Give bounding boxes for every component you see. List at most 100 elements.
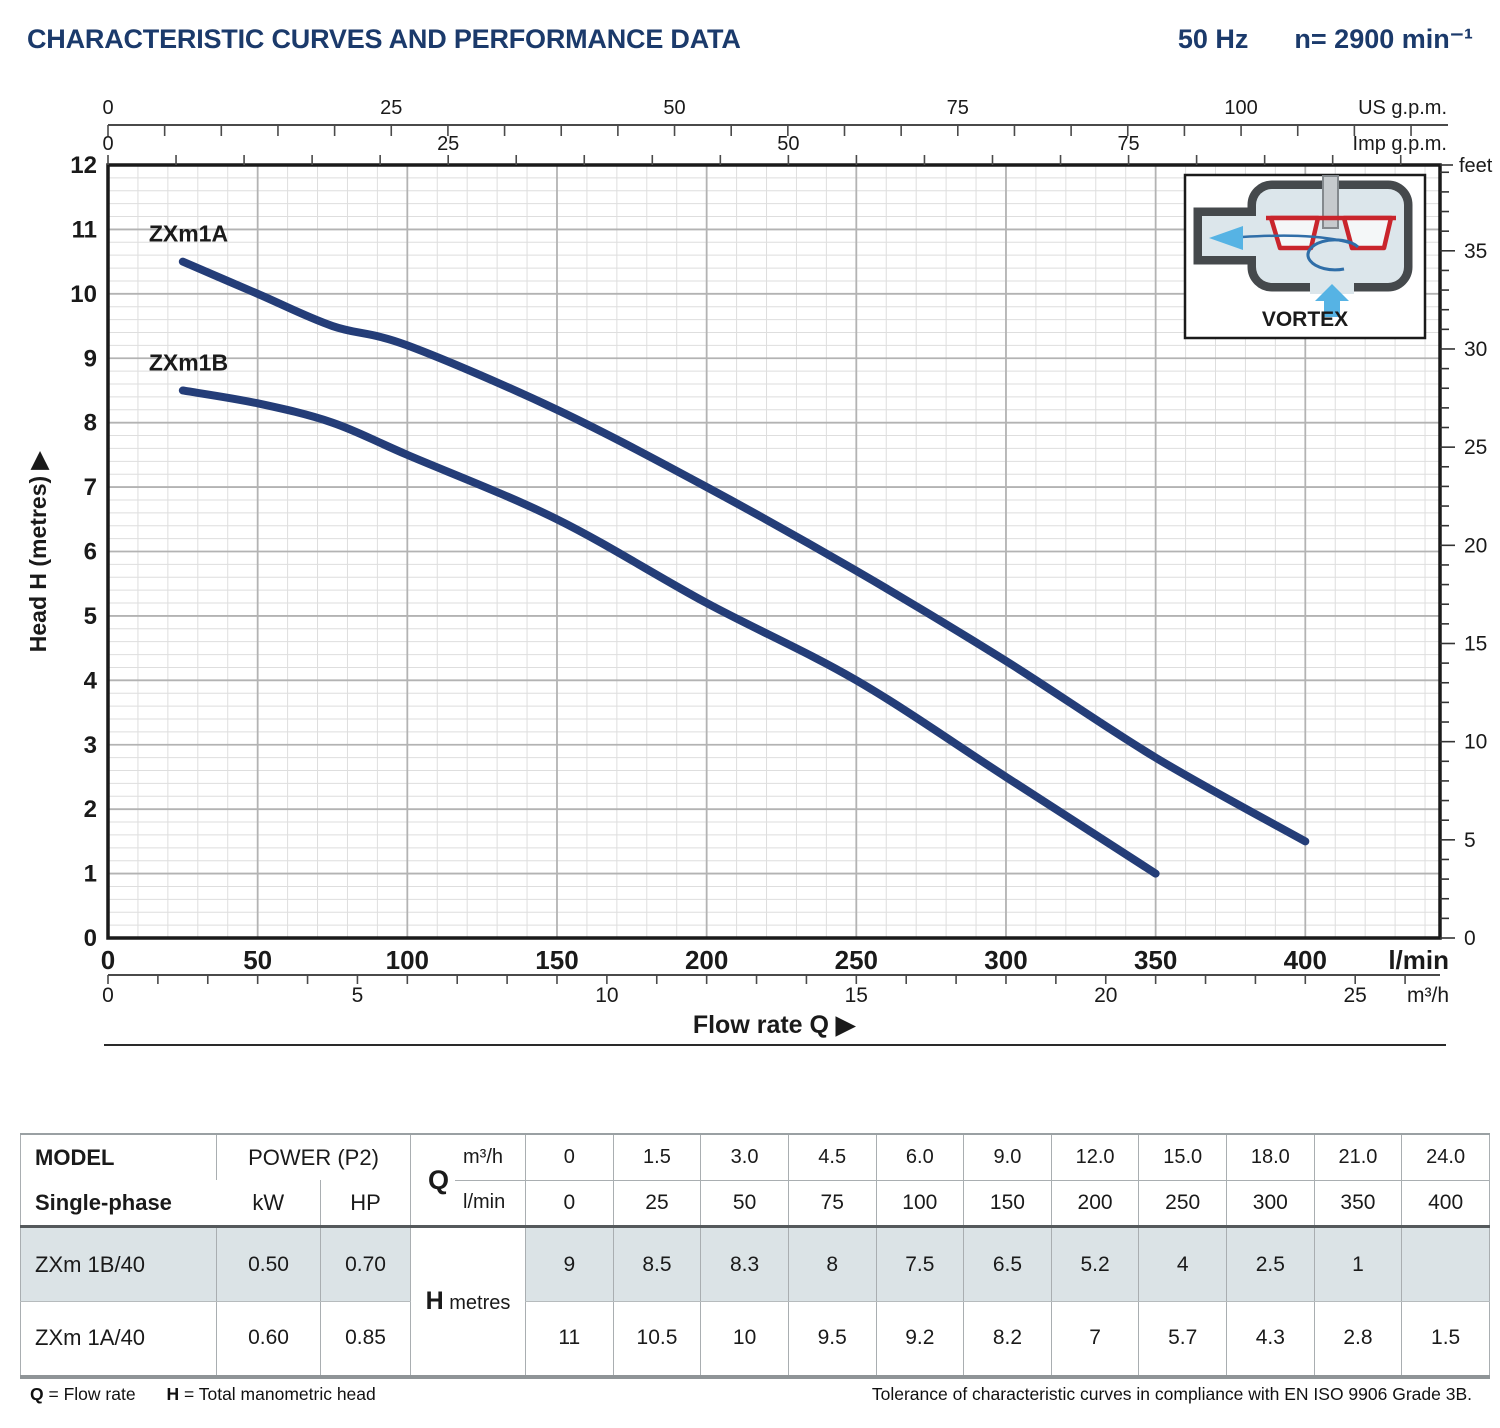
- power-unit-hp: HP: [319, 1180, 411, 1227]
- q-unit-m3h: m³/h: [455, 1135, 526, 1181]
- legend-q-term: Q: [30, 1384, 44, 1404]
- head-value: 8.5: [612, 1225, 701, 1302]
- head-m-tick-label: 11: [72, 216, 97, 243]
- pump-shaft-icon: [1322, 175, 1339, 229]
- impeller-icon: [1266, 215, 1396, 251]
- head-value: 8.2: [963, 1301, 1052, 1377]
- lmin-unit-label: l/min: [1388, 945, 1449, 975]
- m3h-tick-label: 0: [102, 984, 114, 1007]
- lmin-tick-label: 250: [835, 945, 878, 975]
- table-row-zxm-1b-40: ZXm 1B/40 0.50 0.70 H metres 9 8.5 8.3 8 7.5 6.5 5…: [20, 1225, 1490, 1377]
- head-m-tick-label: 10: [70, 281, 97, 308]
- usgpm-tick-label: 0: [102, 97, 113, 119]
- q-unit-lmin: l/min: [463, 1191, 506, 1214]
- head-value: 7.5: [875, 1225, 964, 1302]
- q-m3h-value: 4.5: [787, 1134, 877, 1181]
- m3h-unit-label: m³/h: [1407, 984, 1449, 1007]
- curve-zxm1b: [178, 386, 1160, 878]
- page-title: CHARACTERISTIC CURVES AND PERFORMANCE DA…: [27, 24, 741, 54]
- q-m3h-value: 12.0: [1050, 1134, 1139, 1181]
- head-m-tick-label: 9: [84, 345, 97, 372]
- curve-label-zxm1a: ZXm1A: [149, 221, 228, 247]
- lmin-tick-label: 150: [535, 945, 578, 975]
- curve-zxm1a: [178, 257, 1310, 846]
- feet-tick-label: 0: [1464, 927, 1476, 950]
- head-value: 9.5: [787, 1301, 877, 1377]
- feet-tick-label: 10: [1464, 731, 1487, 754]
- feet-tick-label: 30: [1464, 338, 1487, 361]
- impgpm-tick-label: 50: [777, 133, 799, 155]
- q-lmin-value: 100: [875, 1180, 964, 1227]
- head-value: 5.2: [1050, 1225, 1139, 1302]
- head-value: 11: [525, 1301, 614, 1377]
- q-lmin-value: 150: [963, 1180, 1052, 1227]
- power-header-cell: POWER (P2): [215, 1134, 411, 1181]
- head-m-tick-label: 7: [84, 474, 97, 501]
- head-value: 7: [1050, 1301, 1139, 1377]
- head-unit: metres: [443, 1291, 511, 1314]
- feet-tick-label: 25: [1464, 436, 1487, 459]
- m3h-tick-label: 10: [595, 984, 618, 1007]
- head-m-tick-label: 0: [84, 925, 97, 952]
- head-m-tick-label: 12: [70, 152, 97, 179]
- head-m-tick-label: 8: [84, 410, 97, 437]
- m3h-tick-label: 5: [352, 984, 364, 1007]
- q-lmin-value: 350: [1313, 1180, 1402, 1227]
- q-m3h-value: 0: [525, 1134, 614, 1181]
- impgpm-tick-label: 75: [1117, 133, 1139, 155]
- vortex-flow-icon: [1209, 226, 1360, 317]
- head-value: 10: [700, 1301, 789, 1377]
- head-value: 2.5: [1226, 1225, 1315, 1302]
- legend-q: Q = Flow rate: [30, 1384, 136, 1404]
- curve-label-zxm1b: ZXm1B: [149, 349, 228, 375]
- feet-unit-label: feet: [1459, 155, 1493, 177]
- head-value: 4.3: [1226, 1301, 1315, 1377]
- feet-tick-label: 35: [1464, 240, 1487, 263]
- lmin-tick-label: 50: [243, 945, 272, 975]
- header-row-units-lmin: kW HP 0 25 50 75 100 150 200 250 300 350 400: [21, 1180, 1490, 1227]
- impgpm-tick-label: 0: [102, 133, 113, 155]
- q-lmin-value: 300: [1226, 1180, 1315, 1227]
- usgpm-tick-label: 25: [380, 97, 402, 119]
- head-value: 1.5: [1401, 1301, 1490, 1377]
- y-axis-title: Head H (metres) ▶: [25, 450, 51, 652]
- head-m-tick-label: 5: [84, 603, 97, 630]
- feet-tick-label: 5: [1464, 829, 1476, 852]
- q-m3h-value: 6.0: [875, 1134, 964, 1181]
- usgpm-unit-label: US g.p.m.: [1358, 97, 1447, 119]
- usgpm-tick-label: 75: [947, 97, 969, 119]
- lmin-tick-label: 200: [685, 945, 728, 975]
- q-m3h-value: 3.0: [700, 1134, 789, 1181]
- q-m3h-value: 21.0: [1313, 1134, 1402, 1181]
- head-value: 8.3: [700, 1225, 789, 1302]
- head-value: 1: [1313, 1225, 1402, 1302]
- m3h-tick-label: 20: [1094, 984, 1117, 1007]
- q-lmin-value: 200: [1050, 1180, 1139, 1227]
- model-subheader: Single-phase: [35, 1189, 172, 1215]
- lmin-tick-label: 350: [1134, 945, 1177, 975]
- flow-q-symbol: Q: [428, 1164, 450, 1195]
- speed-label: n= 2900 min⁻¹: [1294, 24, 1473, 54]
- impgpm-tick-label: 25: [437, 133, 459, 155]
- lmin-tick-label: 100: [386, 945, 429, 975]
- head-value: 9.2: [875, 1301, 964, 1377]
- head-m-tick-label: 6: [84, 539, 97, 566]
- model-header-cell: MODEL Single-phase: [21, 1134, 217, 1227]
- power-kw-value: 0.60: [216, 1301, 321, 1377]
- plot-frame: [106, 163, 1442, 940]
- power-hp-value: 0.85: [319, 1301, 411, 1377]
- lmin-tick-label: 400: [1284, 945, 1327, 975]
- q-m3h-value: 1.5: [612, 1134, 701, 1181]
- feet-tick-label: 15: [1464, 632, 1487, 655]
- q-m3h-value: 15.0: [1138, 1134, 1227, 1181]
- tolerance-note: Tolerance of characteristic curves in co…: [871, 1384, 1472, 1404]
- head-value: 4: [1138, 1225, 1227, 1302]
